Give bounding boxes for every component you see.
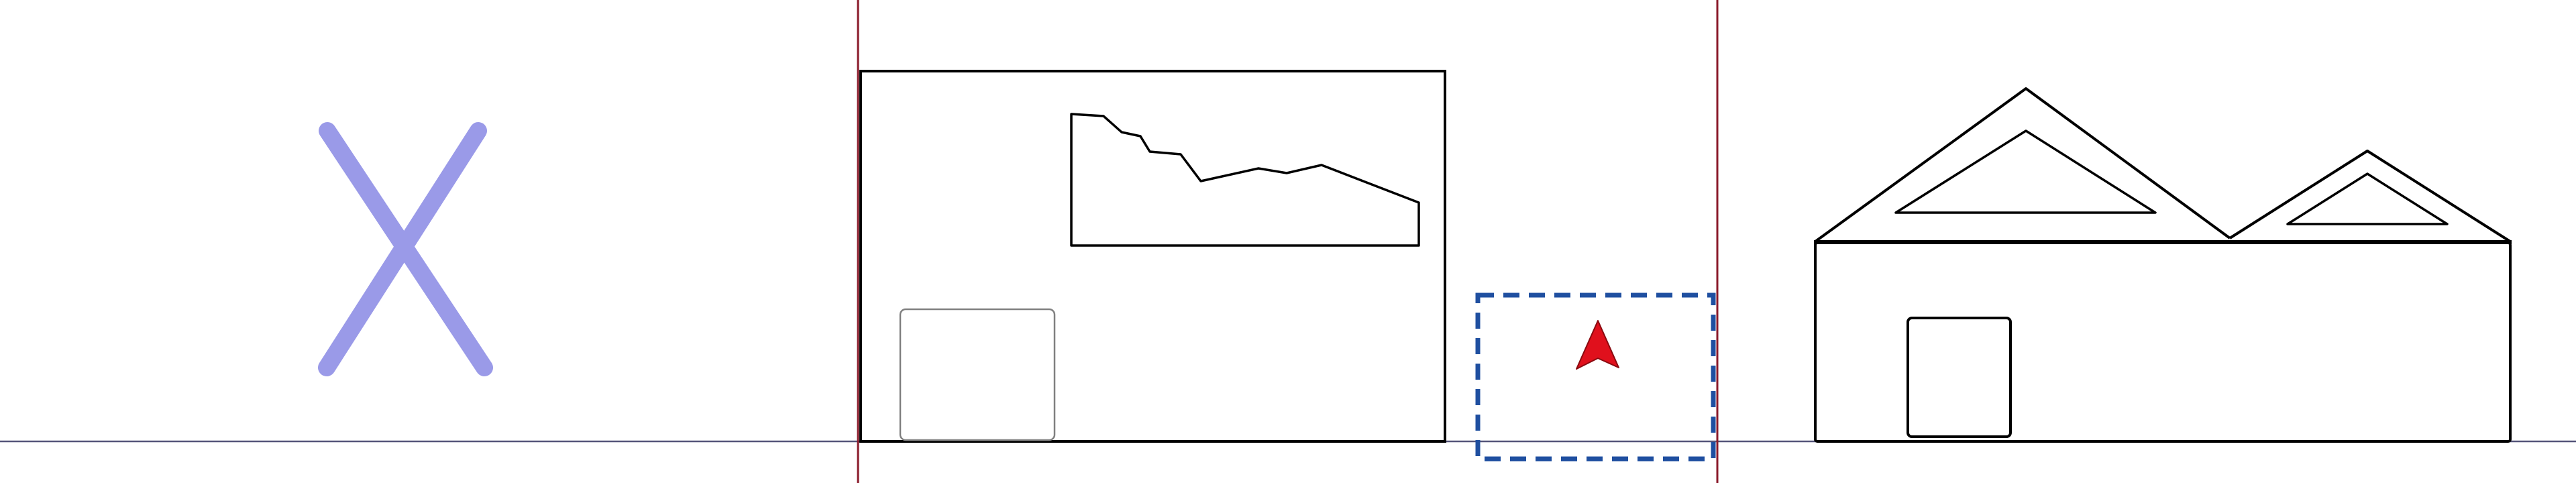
arrow-pointer-icon[interactable] bbox=[1576, 320, 1619, 370]
roof-left-inner bbox=[1894, 129, 2157, 214]
roof-left bbox=[1814, 87, 2231, 243]
frame-outer bbox=[859, 70, 1446, 443]
selection-box[interactable] bbox=[1475, 292, 1716, 462]
house[interactable] bbox=[1814, 87, 2512, 443]
inner-panel bbox=[899, 308, 1056, 441]
close-x-icon[interactable] bbox=[318, 122, 493, 376]
house-body bbox=[1814, 241, 2512, 443]
dashed-selection-box[interactable] bbox=[1475, 292, 1716, 462]
roof-right-inner bbox=[2286, 172, 2449, 225]
house-door[interactable] bbox=[1907, 317, 2012, 438]
roof-right bbox=[2229, 150, 2512, 243]
landscape-panel bbox=[1070, 113, 1420, 247]
picture-frame[interactable] bbox=[859, 70, 1446, 443]
